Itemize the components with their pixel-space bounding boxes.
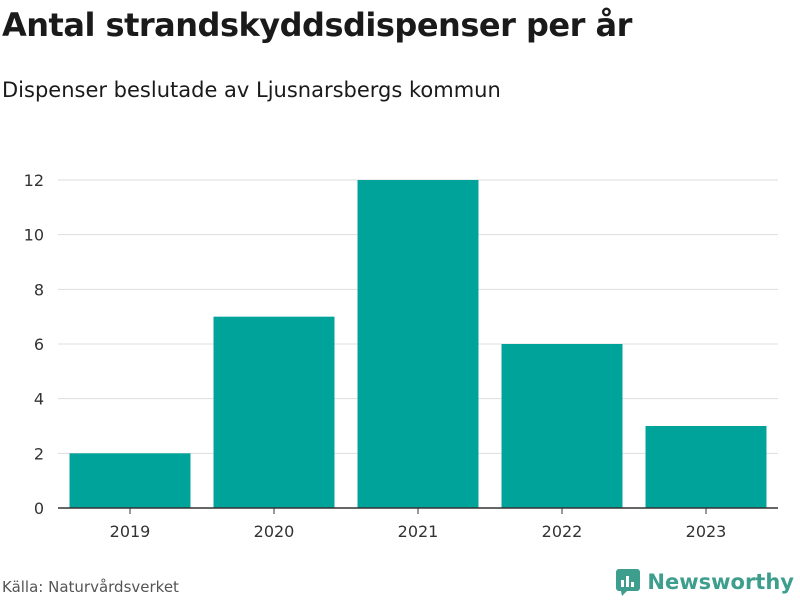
bar-2023[interactable] [645, 426, 767, 508]
brand-name: Newsworthy [647, 570, 794, 594]
y-tick-label: 0 [34, 499, 44, 518]
y-tick-label: 2 [34, 444, 44, 463]
bars [69, 180, 767, 508]
chart-subtitle: Dispenser beslutade av Ljusnarsbergs kom… [2, 78, 501, 102]
y-tick-label: 4 [34, 390, 44, 409]
bar-2022[interactable] [501, 344, 623, 508]
chart-title: Antal strandskyddsdispenser per år [2, 6, 632, 44]
x-tick-label: 2020 [254, 522, 295, 541]
axes: 0 2 4 6 8 10 12 2019 2020 2021 2022 2023 [24, 171, 778, 541]
y-tick-label: 12 [24, 171, 44, 190]
y-tick-label: 8 [34, 280, 44, 299]
x-tick-label: 2021 [398, 522, 439, 541]
bar-2019[interactable] [69, 453, 191, 508]
y-tick-label: 6 [34, 335, 44, 354]
source-note: Källa: Naturvårdsverket [2, 578, 179, 596]
x-tick-label: 2023 [686, 522, 727, 541]
brand-logo[interactable]: Newsworthy [615, 568, 794, 596]
bar-2020[interactable] [213, 316, 335, 508]
x-tick-label: 2022 [542, 522, 583, 541]
y-tick-label: 10 [24, 226, 44, 245]
newsworthy-logo-icon [616, 569, 641, 596]
x-tick-label: 2019 [110, 522, 151, 541]
bar-2021[interactable] [357, 180, 479, 508]
